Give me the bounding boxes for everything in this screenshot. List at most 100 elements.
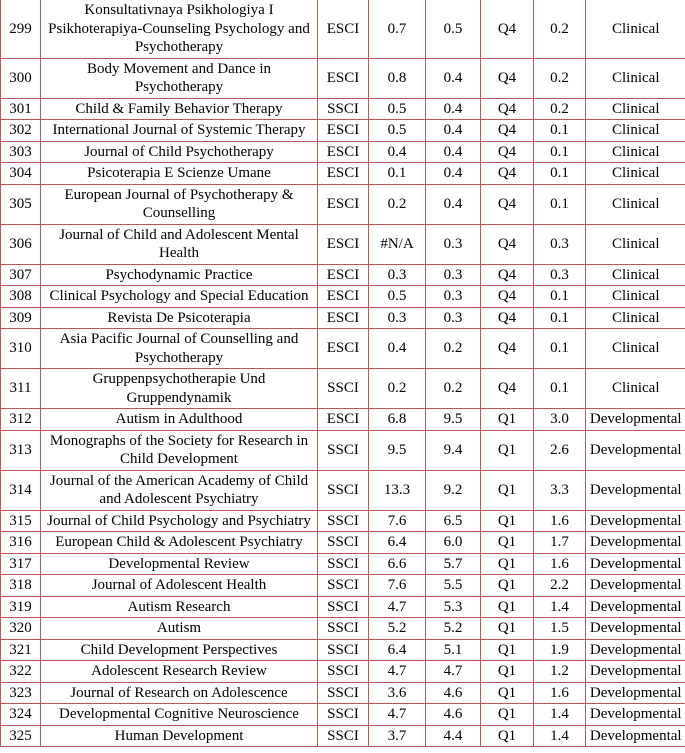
impact-factor-cell: 4.7 (368, 595, 426, 618)
row-number-cell: 321 (0, 638, 41, 661)
metric-cell: 0.3 (425, 223, 481, 265)
citation-metric-cell: 0.1 (533, 306, 586, 329)
index-type-cell: ESCI (317, 408, 369, 431)
quartile-cell: Q1 (480, 617, 534, 640)
quartile-cell: Q4 (480, 57, 534, 99)
metric-cell: 0.5 (425, 0, 481, 59)
category-cell: Clinical (585, 183, 685, 225)
impact-factor-cell: 6.4 (368, 531, 426, 554)
row-number-cell: 302 (0, 119, 41, 142)
table-row: 320 Autism SSCI 5.2 5.2 Q1 1.5 Developmental (0, 617, 685, 640)
citation-metric-cell: 0.2 (533, 97, 586, 120)
metric-cell: 4.4 (425, 724, 481, 747)
impact-factor-cell: 0.2 (368, 183, 426, 225)
category-cell: Developmental (585, 469, 685, 511)
impact-factor-cell: #N/A (368, 223, 426, 265)
index-type-cell: SSCI (317, 429, 369, 471)
quartile-cell: Q1 (480, 509, 534, 532)
category-cell: Developmental (585, 552, 685, 575)
citation-metric-cell: 1.4 (533, 724, 586, 747)
citation-metric-cell: 1.7 (533, 531, 586, 554)
row-number-cell: 317 (0, 552, 41, 575)
citation-metric-cell: 0.3 (533, 263, 586, 286)
citation-metric-cell: 2.6 (533, 429, 586, 471)
impact-factor-cell: 4.7 (368, 660, 426, 683)
row-number-cell: 315 (0, 509, 41, 532)
metric-cell: 5.5 (425, 574, 481, 597)
index-type-cell: SSCI (317, 724, 369, 747)
row-number-cell: 316 (0, 531, 41, 554)
citation-metric-cell: 0.1 (533, 285, 586, 308)
index-type-cell: ESCI (317, 119, 369, 142)
category-cell: Clinical (585, 223, 685, 265)
index-type-cell: SSCI (317, 681, 369, 704)
table-row: 305 European Journal of Psychotherapy & C… (0, 183, 685, 225)
quartile-cell: Q4 (480, 183, 534, 225)
metric-cell: 0.3 (425, 263, 481, 286)
quartile-cell: Q4 (480, 223, 534, 265)
journal-name-cell: Revista De Psicoterapia (40, 306, 318, 329)
category-cell: Developmental (585, 660, 685, 683)
quartile-cell: Q1 (480, 638, 534, 661)
quartile-cell: Q1 (480, 703, 534, 726)
row-number-cell: 320 (0, 617, 41, 640)
metric-cell: 0.4 (425, 57, 481, 99)
impact-factor-cell: 7.6 (368, 574, 426, 597)
impact-factor-cell: 0.5 (368, 119, 426, 142)
metric-cell: 4.7 (425, 660, 481, 683)
table-row: 303 Journal of Child Psychotherapy ESCI 0.4… (0, 140, 685, 163)
impact-factor-cell: 13.3 (368, 469, 426, 511)
category-cell: Developmental (585, 681, 685, 704)
row-number-cell: 323 (0, 681, 41, 704)
metric-cell: 6.5 (425, 509, 481, 532)
impact-factor-cell: 6.8 (368, 408, 426, 431)
impact-factor-cell: 6.6 (368, 552, 426, 575)
journal-name-cell: Psicoterapia E Scienze Umane (40, 162, 318, 185)
metric-cell: 9.4 (425, 429, 481, 471)
row-number-cell: 308 (0, 285, 41, 308)
metric-cell: 0.4 (425, 119, 481, 142)
table-row: 311 Gruppenpsychotherapie Und Gruppendyna… (0, 368, 685, 409)
citation-metric-cell: 1.6 (533, 509, 586, 532)
metric-cell: 0.2 (425, 368, 481, 409)
index-type-cell: SSCI (317, 552, 369, 575)
quartile-cell: Q4 (480, 0, 534, 59)
quartile-cell: Q4 (480, 97, 534, 120)
index-type-cell: SSCI (317, 703, 369, 726)
quartile-cell: Q1 (480, 574, 534, 597)
journal-name-cell: Journal of Research on Adolescence (40, 681, 318, 704)
quartile-cell: Q1 (480, 531, 534, 554)
metric-cell: 9.5 (425, 408, 481, 431)
category-cell: Developmental (585, 638, 685, 661)
quartile-cell: Q1 (480, 469, 534, 511)
index-type-cell: ESCI (317, 263, 369, 286)
citation-metric-cell: 0.2 (533, 57, 586, 99)
impact-factor-cell: 0.7 (368, 0, 426, 59)
journal-name-cell: Asia Pacific Journal of Counselling and … (40, 328, 318, 369)
table-row: 314 Journal of the American Academy of Ch… (0, 469, 685, 511)
metric-cell: 0.4 (425, 97, 481, 120)
table-row: 315 Journal of Child Psychology and Psych… (0, 509, 685, 532)
category-cell: Developmental (585, 617, 685, 640)
table-row: 317 Developmental Review SSCI 6.6 5.7 Q1 1.6 De… (0, 552, 685, 575)
index-type-cell: SSCI (317, 595, 369, 618)
impact-factor-cell: 0.4 (368, 140, 426, 163)
citation-metric-cell: 1.6 (533, 681, 586, 704)
quartile-cell: Q1 (480, 724, 534, 747)
citation-metric-cell: 0.2 (533, 0, 586, 59)
journal-name-cell: Monographs of the Society for Research i… (40, 429, 318, 471)
citation-metric-cell: 0.1 (533, 328, 586, 369)
index-type-cell: SSCI (317, 638, 369, 661)
table-row: 313 Monographs of the Society for Researc… (0, 429, 685, 471)
quartile-cell: Q4 (480, 285, 534, 308)
table-row: 308 Clinical Psychology and Special Educa… (0, 285, 685, 308)
row-number-cell: 325 (0, 724, 41, 747)
quartile-cell: Q1 (480, 408, 534, 431)
quartile-cell: Q4 (480, 328, 534, 369)
category-cell: Clinical (585, 57, 685, 99)
index-type-cell: ESCI (317, 162, 369, 185)
quartile-cell: Q4 (480, 368, 534, 409)
quartile-cell: Q1 (480, 552, 534, 575)
category-cell: Developmental (585, 531, 685, 554)
